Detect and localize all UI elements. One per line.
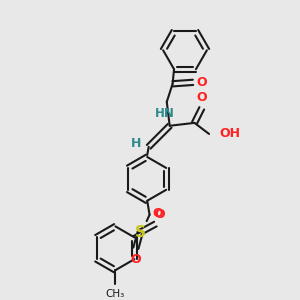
Text: O: O: [152, 207, 163, 220]
Text: O: O: [196, 91, 207, 104]
Text: O: O: [196, 76, 207, 89]
Text: OH: OH: [219, 128, 240, 140]
Text: S: S: [135, 225, 146, 240]
Text: CH₃: CH₃: [106, 289, 125, 298]
Text: O: O: [130, 253, 141, 266]
Text: HN: HN: [155, 107, 175, 120]
Text: O: O: [154, 208, 165, 221]
Text: H: H: [131, 137, 141, 150]
